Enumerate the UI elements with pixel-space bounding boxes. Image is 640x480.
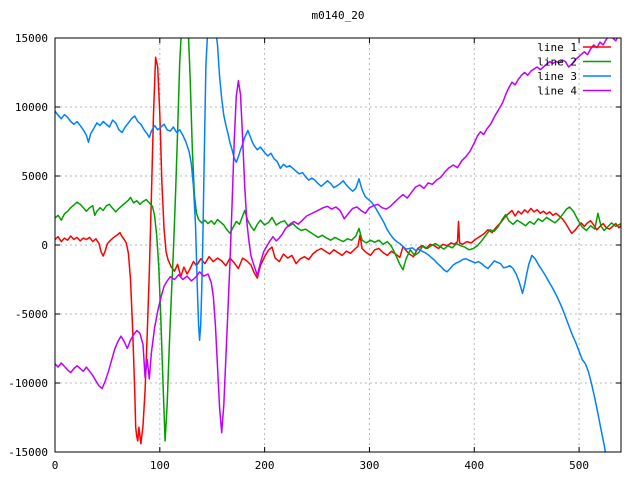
legend-item-line-3: line 3 — [537, 70, 611, 83]
y-tick-label: -10000 — [8, 377, 48, 390]
legend-item-line-4: line 4 — [537, 85, 611, 98]
series-line-3 — [55, 38, 607, 452]
legend-label: line 4 — [537, 85, 577, 98]
series-line-1 — [55, 56, 621, 445]
legend-label: line 2 — [537, 56, 577, 69]
chart-title: m0140_20 — [311, 9, 365, 22]
legend-item-line-2: line 2 — [537, 56, 611, 69]
x-tick-label: 0 — [52, 459, 59, 472]
y-tick-label: 5000 — [22, 170, 49, 183]
legend-label: line 3 — [537, 70, 577, 83]
legend-label: line 1 — [537, 41, 577, 54]
x-tick-label: 500 — [569, 459, 589, 472]
y-tick-label: 15000 — [15, 32, 48, 45]
y-tick-label: 10000 — [15, 101, 48, 114]
series-line-4 — [55, 38, 618, 434]
y-tick-label: -15000 — [8, 446, 48, 459]
x-tick-label: 200 — [255, 459, 275, 472]
legend-item-line-1: line 1 — [537, 41, 611, 54]
y-tick-label: 0 — [41, 239, 48, 252]
x-tick-label: 400 — [464, 459, 484, 472]
x-tick-label: 100 — [150, 459, 170, 472]
series-line-2 — [55, 38, 621, 442]
x-tick-label: 300 — [360, 459, 380, 472]
y-tick-label: -5000 — [15, 308, 48, 321]
